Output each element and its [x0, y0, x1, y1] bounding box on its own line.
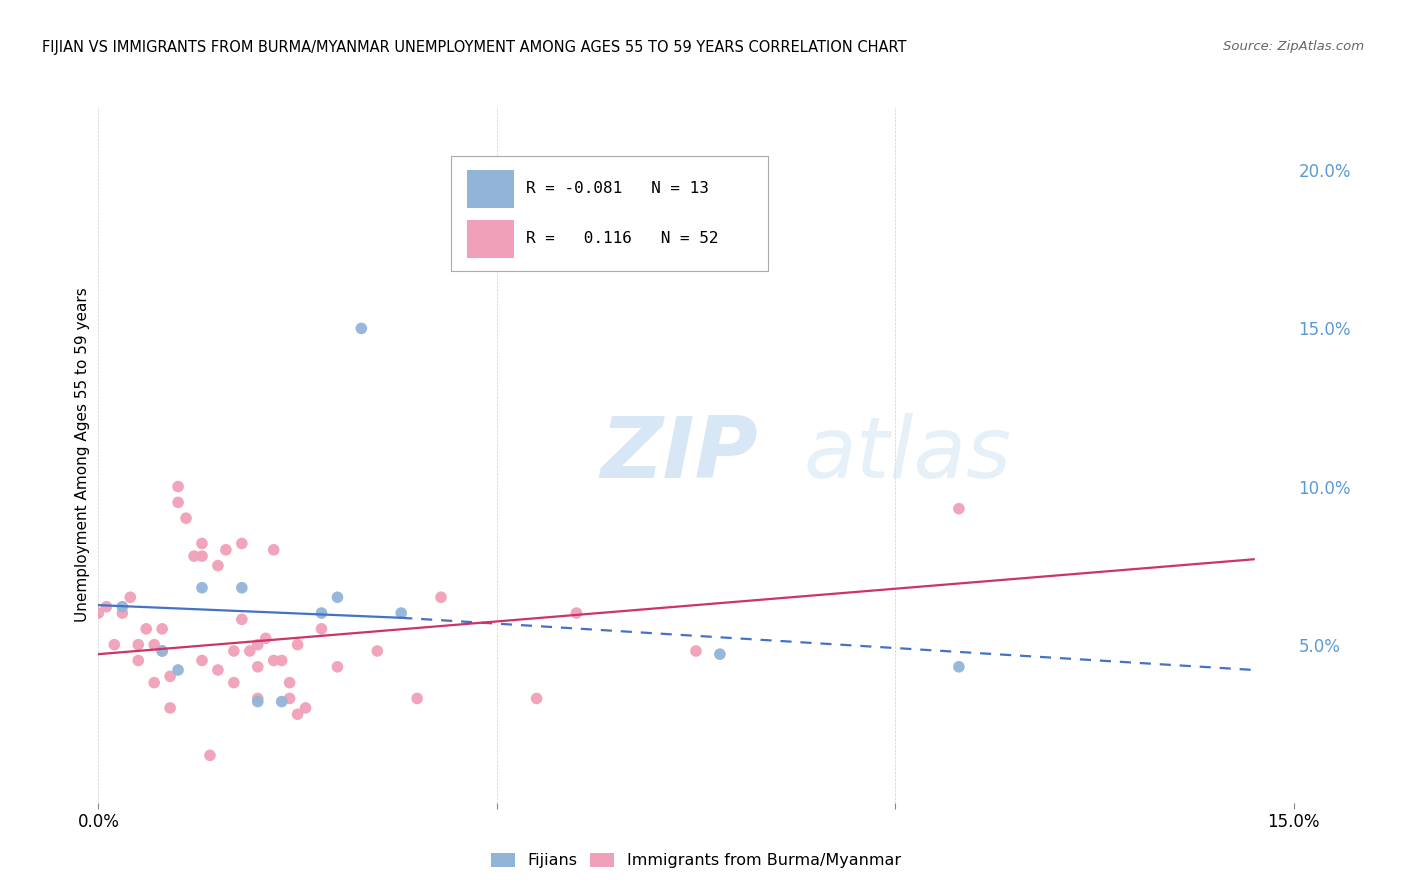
Point [254, 632, 277, 646]
Point [526, 691, 548, 706]
Point [111, 599, 134, 614]
Point [159, 701, 181, 715]
Point [231, 612, 253, 626]
Point [150, 644, 173, 658]
Point [263, 653, 285, 667]
Point [135, 622, 157, 636]
Point [103, 638, 125, 652]
Point [143, 675, 166, 690]
Point [709, 647, 731, 661]
Text: R = -0.081   N = 13: R = -0.081 N = 13 [526, 181, 709, 196]
Point [150, 622, 173, 636]
Point [143, 638, 166, 652]
Point [191, 653, 214, 667]
Point [207, 558, 229, 573]
Point [87, 606, 110, 620]
Text: R =   0.116   N = 52: R = 0.116 N = 52 [526, 231, 718, 246]
Point [278, 675, 301, 690]
Point [294, 701, 316, 715]
Point [270, 653, 292, 667]
Text: ZIP: ZIP [600, 413, 758, 497]
Point [948, 660, 970, 674]
Point [167, 495, 190, 509]
Point [685, 644, 707, 658]
Y-axis label: Unemployment Among Ages 55 to 59 years: Unemployment Among Ages 55 to 59 years [75, 287, 90, 623]
Point [565, 606, 588, 620]
Point [326, 591, 349, 605]
Point [231, 581, 253, 595]
Point [239, 644, 262, 658]
Point [311, 606, 333, 620]
Point [246, 695, 269, 709]
Point [222, 675, 245, 690]
Point [231, 536, 253, 550]
Point [127, 653, 149, 667]
Point [127, 638, 149, 652]
Point [159, 669, 181, 683]
Point [430, 591, 453, 605]
Point [278, 691, 301, 706]
Text: FIJIAN VS IMMIGRANTS FROM BURMA/MYANMAR UNEMPLOYMENT AMONG AGES 55 TO 59 YEARS C: FIJIAN VS IMMIGRANTS FROM BURMA/MYANMAR … [42, 40, 907, 55]
Point [389, 606, 412, 620]
Point [111, 606, 134, 620]
Point [246, 660, 269, 674]
Point [191, 549, 214, 563]
Point [246, 638, 269, 652]
Text: Source: ZipAtlas.com: Source: ZipAtlas.com [1223, 40, 1364, 54]
Point [270, 695, 292, 709]
Point [311, 622, 333, 636]
FancyBboxPatch shape [467, 219, 515, 258]
Point [198, 748, 221, 763]
Point [948, 501, 970, 516]
Legend: Fijians, Immigrants from Burma/Myanmar: Fijians, Immigrants from Burma/Myanmar [485, 847, 907, 875]
Point [183, 549, 205, 563]
Point [263, 542, 285, 557]
Point [120, 591, 142, 605]
Point [96, 599, 118, 614]
Point [174, 511, 197, 525]
Point [167, 663, 190, 677]
Point [350, 321, 373, 335]
Point [366, 644, 388, 658]
Point [215, 542, 238, 557]
Point [191, 536, 214, 550]
Point [246, 691, 269, 706]
Point [191, 581, 214, 595]
Text: atlas: atlas [804, 413, 1011, 497]
Point [222, 644, 245, 658]
Point [326, 660, 349, 674]
Point [150, 644, 173, 658]
FancyBboxPatch shape [467, 169, 515, 208]
Point [287, 707, 309, 722]
Point [406, 691, 429, 706]
Point [167, 479, 190, 493]
FancyBboxPatch shape [451, 156, 768, 270]
Point [287, 638, 309, 652]
Point [709, 179, 731, 194]
Point [207, 663, 229, 677]
